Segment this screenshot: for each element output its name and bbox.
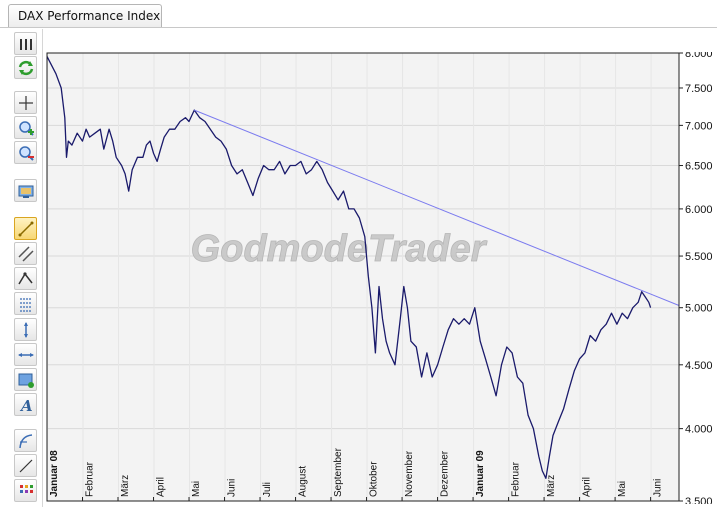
x-tick-label: Juni xyxy=(653,479,664,497)
vertical-line-button[interactable] xyxy=(14,318,37,341)
x-tick-label: Oktober xyxy=(369,461,380,497)
x-tick-label: Juli xyxy=(262,482,273,497)
arc-icon xyxy=(19,434,33,449)
refresh-button[interactable] xyxy=(14,56,37,79)
polyline-icon xyxy=(18,272,33,285)
screenshot-button[interactable] xyxy=(14,179,37,202)
x-tick-label: Februar xyxy=(511,461,522,497)
handle-icon xyxy=(20,39,32,50)
y-tick-label: 6.500 xyxy=(685,161,713,173)
x-tick-label: Dezember xyxy=(440,450,451,497)
line-button[interactable] xyxy=(14,454,37,477)
zoom-in-icon xyxy=(19,121,34,136)
plot-area xyxy=(47,53,679,501)
screenshot-icon xyxy=(18,185,34,198)
tab-divider xyxy=(0,27,717,28)
y-tick-label: 5.000 xyxy=(685,303,713,315)
x-tick-label: Mai xyxy=(617,481,628,497)
crosshair-icon xyxy=(19,96,33,110)
y-tick-label: 6.000 xyxy=(685,204,713,216)
channel-button[interactable] xyxy=(14,242,37,265)
plot-frame xyxy=(46,52,680,502)
tab-bar: DAX Performance Index xyxy=(0,0,717,28)
x-tick-label: April xyxy=(156,477,167,497)
handle-button[interactable] xyxy=(14,32,37,55)
x-tick-label: November xyxy=(404,450,415,497)
trendline-button[interactable] xyxy=(14,217,37,240)
watermark-logo: GodmodeTrader xyxy=(191,228,488,270)
y-tick-label: 5.500 xyxy=(685,251,713,263)
x-tick-label: Februar xyxy=(85,461,96,497)
drawing-toolbar: A xyxy=(9,29,43,507)
horizontal-line-icon xyxy=(18,353,34,357)
x-tick-label: April xyxy=(582,477,593,497)
y-tick-label: 4.500 xyxy=(685,360,713,372)
y-tick-label: 8.000 xyxy=(685,52,713,60)
fibonacci-button[interactable] xyxy=(14,292,37,315)
x-tick-label: August xyxy=(298,466,309,497)
trendline-icon xyxy=(18,221,34,237)
line-icon xyxy=(19,459,33,473)
text-icon: A xyxy=(19,397,33,415)
horizontal-line-button[interactable] xyxy=(14,343,37,366)
rectangle-button[interactable] xyxy=(14,368,37,391)
polyline-button[interactable] xyxy=(14,267,37,290)
palette-button[interactable] xyxy=(14,479,37,502)
text-button[interactable]: A xyxy=(14,393,37,416)
price-chart[interactable]: GodmodeTrader 3.500 4.000 4.500 5.000 5.500 6.… xyxy=(46,52,714,504)
x-tick-label: März xyxy=(546,475,557,497)
palette-icon xyxy=(20,485,33,493)
trend-line xyxy=(194,109,680,306)
crosshair-button[interactable] xyxy=(14,91,37,114)
tab-dax-performance-index[interactable]: DAX Performance Index xyxy=(8,4,162,28)
vertical-line-icon xyxy=(24,322,28,338)
x-tick-label: Juni xyxy=(227,479,238,497)
x-tick-label: Januar 09 xyxy=(475,450,486,497)
refresh-icon xyxy=(18,60,34,76)
fibonacci-icon xyxy=(20,298,32,312)
zoom-out-icon xyxy=(19,146,34,161)
x-tick-label: Mai xyxy=(191,481,202,497)
zoom-out-button[interactable] xyxy=(14,141,37,164)
zoom-in-button[interactable] xyxy=(14,116,37,139)
y-tick-label: 4.000 xyxy=(685,424,713,436)
y-tick-label: 7.000 xyxy=(685,120,713,132)
price-line xyxy=(46,56,652,479)
y-tick-label: 7.500 xyxy=(685,83,713,95)
x-tick-label: Januar 08 xyxy=(49,450,60,497)
x-tick-label: März xyxy=(120,475,131,497)
svg-text:A: A xyxy=(19,397,33,415)
arc-button[interactable] xyxy=(14,429,37,452)
y-tick-label: 3.500 xyxy=(685,496,713,504)
channel-icon xyxy=(18,246,34,262)
x-tick-label: September xyxy=(333,447,344,497)
rectangle-icon xyxy=(18,373,34,388)
